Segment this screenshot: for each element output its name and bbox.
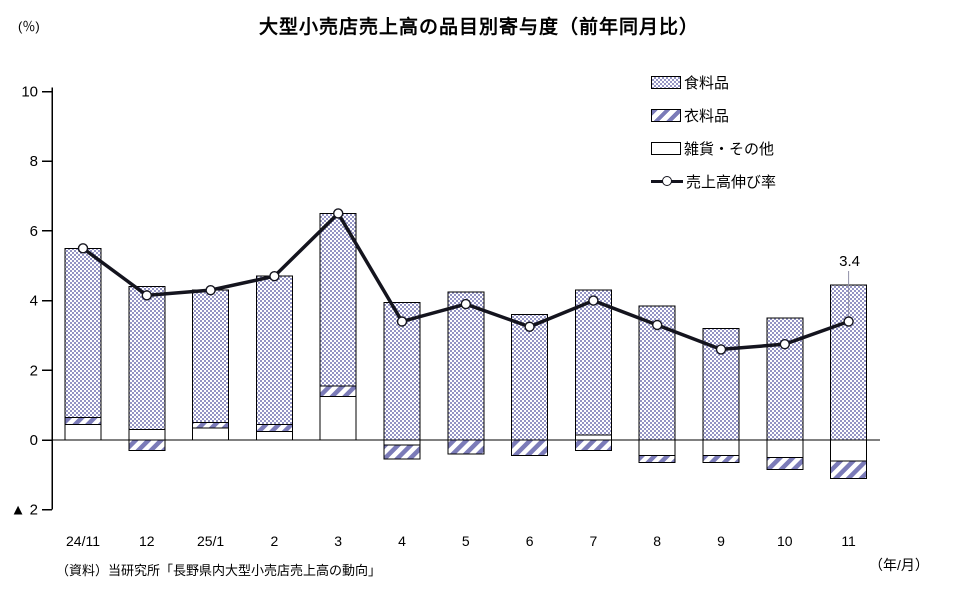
bar-segment-hatch-2 <box>255 423 293 432</box>
bar-segment-checker-3 <box>319 212 357 387</box>
bar-segment-hatch-4 <box>383 444 421 460</box>
bar-segment-checker-25/1 <box>192 289 230 424</box>
bar-segment-white-8 <box>638 439 676 457</box>
line-marker-swatch <box>651 175 683 188</box>
bar-segment-hatch-6 <box>511 439 549 457</box>
bar-segment-hatch-11 <box>830 460 868 479</box>
bar-segment-hatch-9 <box>702 455 740 464</box>
sales-line-marker-4 <box>396 316 408 327</box>
plot-layer: 10 8 6 4 2 0 ▲ 2 24/11 12 25/1 2 3 4 5 6 7 8 9 10 11 3.4 <box>11 84 880 549</box>
clothing-pattern-swatch <box>651 109 681 122</box>
y-axis-unit-label: (％) <box>18 19 40 34</box>
y-tick-label: 4 <box>30 293 38 310</box>
sales-line-marker-10 <box>779 338 790 350</box>
legend-label-growth: 売上高伸び率 <box>686 174 777 191</box>
bar-segment-hatch-12 <box>128 439 166 451</box>
bar-segment-hatch-8 <box>638 455 676 464</box>
bar-segment-white-24/11 <box>64 423 102 441</box>
sales-line-marker-6 <box>524 321 535 332</box>
sales-line-marker-8 <box>652 319 663 331</box>
bar-segment-checker-5 <box>447 291 485 441</box>
x-axis-label: 24/11 <box>66 533 100 549</box>
bar-segment-white-11 <box>830 439 868 462</box>
y-tick-label: 2 <box>30 362 38 379</box>
last-point-value-label: 3.4 <box>839 253 860 270</box>
bar-segment-checker-12 <box>128 286 166 431</box>
bar-segment-white-7 <box>574 434 612 441</box>
x-axis-label: 12 <box>139 533 155 549</box>
bar-segment-white-3 <box>319 395 357 441</box>
food-pattern-swatch <box>651 76 681 89</box>
bar-segment-white-12 <box>128 429 166 441</box>
bar-segment-white-9 <box>702 439 740 457</box>
sales-line-marker-9 <box>715 344 727 355</box>
bar-segment-hatch-24/11 <box>64 416 102 425</box>
sales-line-marker-11 <box>843 316 854 327</box>
y-tick-label: 0 <box>30 432 38 449</box>
bar-segment-checker-6 <box>511 314 549 441</box>
sales-line-marker-2 <box>269 271 280 282</box>
bar-segment-hatch-7 <box>574 439 612 451</box>
x-axis-label: 5 <box>462 533 470 549</box>
bar-segment-hatch-3 <box>319 385 357 397</box>
legend-item-growth-line: 売上高伸び率 <box>651 165 776 198</box>
bar-segment-checker-7 <box>574 289 612 436</box>
bar-segment-hatch-10 <box>766 456 804 471</box>
bar-segment-checker-10 <box>766 317 804 441</box>
legend-item-misc: 雑貨・その他 <box>651 132 776 165</box>
x-axis-label: 7 <box>590 533 598 549</box>
x-axis-label: 4 <box>398 533 406 549</box>
bar-segment-white-10 <box>766 439 804 458</box>
y-tick-label: 10 <box>21 84 38 101</box>
bar-segment-checker-24/11 <box>64 247 102 418</box>
bar-segment-hatch-5 <box>447 439 485 455</box>
legend-label-clothing: 衣料品 <box>684 108 730 125</box>
x-axis-label: 25/1 <box>197 533 224 549</box>
bar-segment-white-2 <box>255 430 293 441</box>
bar-segment-white-4 <box>383 439 421 446</box>
sales-line-marker-24/11 <box>77 243 89 254</box>
legend-label-misc: 雑貨・その他 <box>684 141 775 158</box>
y-tick-label: 6 <box>30 223 38 240</box>
bar-segment-checker-2 <box>255 275 293 425</box>
line-dot-icon <box>662 176 672 186</box>
sales-line-marker-7 <box>588 295 599 306</box>
sales-line-marker-5 <box>460 298 471 310</box>
x-axis-label: 6 <box>526 533 534 549</box>
sales-line-marker-3 <box>333 208 344 219</box>
y-tick-label: ▲ 2 <box>11 502 38 519</box>
x-axis-label: 9 <box>717 533 725 549</box>
x-axis-label: 11 <box>841 533 856 549</box>
legend-item-clothing: 衣料品 <box>651 99 776 132</box>
x-axis-label: 3 <box>334 533 342 549</box>
sales-line-marker-25/1 <box>205 284 216 296</box>
x-axis-unit-label: （年/月） <box>869 557 929 573</box>
sales-line-marker-12 <box>141 290 153 301</box>
legend-label-food: 食料品 <box>684 75 730 92</box>
chart-title: 大型小売店売上高の品目別寄与度（前年同月比） <box>258 17 699 38</box>
source-note: （資料）当研究所「長野県内大型小売店売上高の動向」 <box>56 563 382 578</box>
bar-segment-white-25/1 <box>192 427 230 441</box>
legend-item-food: 食料品 <box>651 66 776 99</box>
y-tick-label: 8 <box>30 153 38 170</box>
x-axis-label: 8 <box>653 533 661 549</box>
bar-segment-hatch-25/1 <box>192 422 230 429</box>
misc-pattern-swatch <box>651 142 681 155</box>
x-axis-label: 2 <box>271 533 279 549</box>
x-axis-label: 10 <box>777 533 793 549</box>
legend: 食料品 衣料品 雑貨・その他 売上高伸び率 <box>651 66 776 198</box>
